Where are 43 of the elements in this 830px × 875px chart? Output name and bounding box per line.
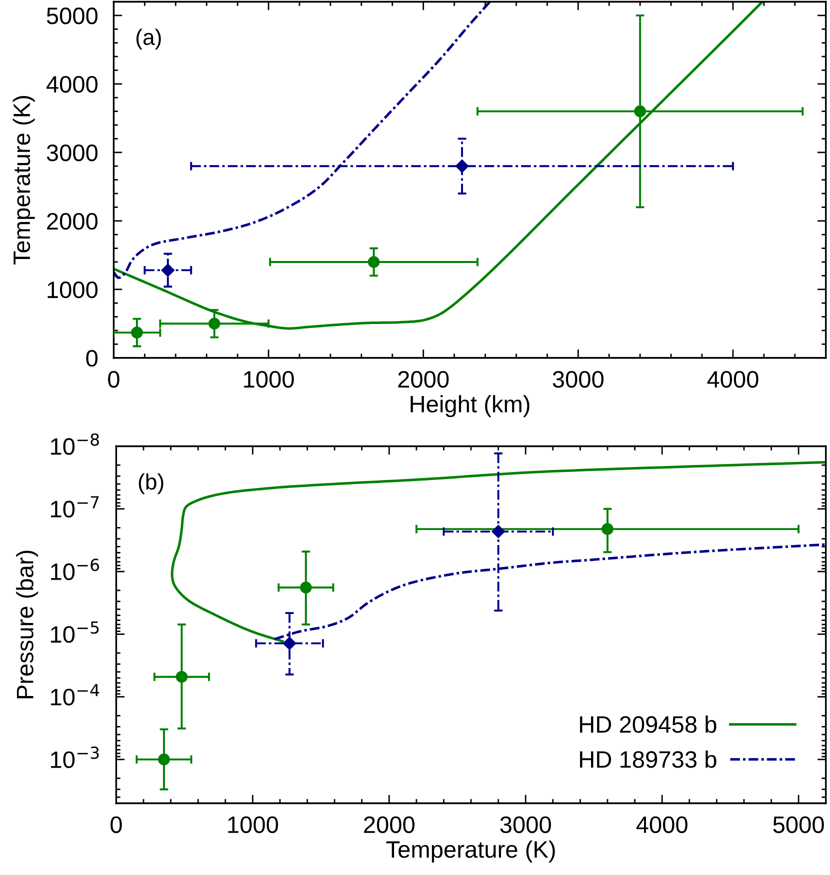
- legend-label: HD 209458 b: [580, 716, 716, 733]
- point: [602, 523, 614, 535]
- y-tick-label: 10$^{−8}$: [51, 433, 99, 455]
- y-tick-label: 10$^{−5}$: [51, 621, 99, 643]
- point: [492, 524, 505, 538]
- x-tick-label: 2000: [398, 371, 449, 388]
- point: [282, 636, 296, 650]
- point: [634, 105, 646, 118]
- x-tick-label: 0: [108, 371, 120, 388]
- x-tick-label: 3000: [552, 371, 604, 388]
- y-tick-label: 4000: [46, 76, 98, 93]
- point: [455, 160, 469, 173]
- y-tick-label: 0: [86, 350, 98, 367]
- x-axis-title: Temperature (K): [386, 840, 555, 863]
- point: [161, 264, 174, 277]
- x-axis-title: Height (km): [410, 395, 530, 418]
- point: [368, 256, 380, 268]
- x-tick-label: 5000: [773, 816, 824, 834]
- x-tick-label: 4000: [707, 371, 758, 388]
- x-tick-label: 3000: [500, 816, 551, 834]
- x-tick-label: 1000: [228, 816, 278, 834]
- annotation: (a): [136, 28, 161, 50]
- x-tick-label: 4000: [636, 816, 688, 834]
- y-axis-title: Pressure (bar): [16, 550, 38, 698]
- y-tick-label: 5000: [46, 8, 98, 24]
- point: [176, 670, 188, 683]
- y-tick-label: 2000: [47, 212, 98, 230]
- y-tick-label: 10$^{−6}$: [51, 558, 100, 580]
- x-tick-label: 1000: [244, 371, 294, 388]
- x-tick-label: 2000: [364, 816, 414, 834]
- y-axis-title: Temperature (K): [12, 96, 35, 265]
- x-tick-label: 0: [110, 816, 122, 834]
- legend-label: HD 189733 b: [580, 750, 716, 768]
- y-tick-label: 3000: [46, 144, 98, 162]
- y-tick-label: 1000: [48, 281, 98, 298]
- annotation: (b): [138, 473, 164, 494]
- point: [300, 582, 312, 594]
- point: [131, 326, 143, 338]
- point: [158, 754, 170, 766]
- y-tick-label: 10$^{−3}$: [51, 746, 99, 768]
- y-tick-label: 10$^{−7}$: [51, 496, 99, 518]
- y-tick-label: 10$^{−4}$: [51, 684, 100, 706]
- point: [208, 318, 220, 330]
